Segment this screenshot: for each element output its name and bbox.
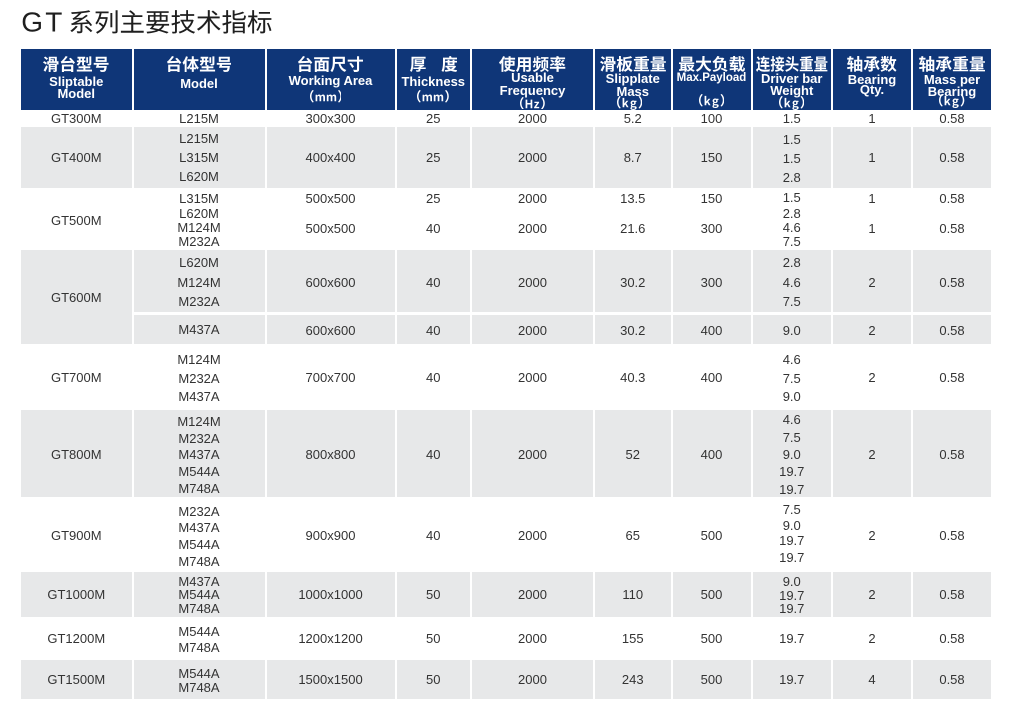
svg-text:GT: GT <box>21 8 64 38</box>
